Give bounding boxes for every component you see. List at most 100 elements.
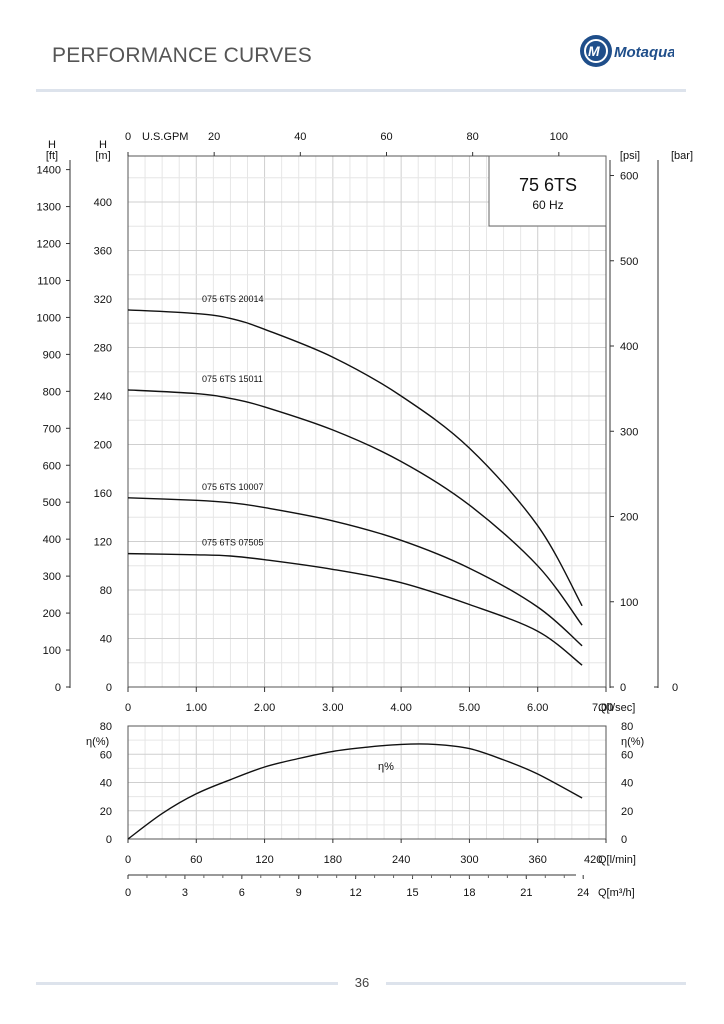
ft-tick-label: 100 (43, 645, 61, 657)
x-tick-label: 1.00 (186, 702, 207, 714)
bar-tick-label: 0 (672, 682, 678, 694)
m3h-tick-label: 12 (349, 887, 361, 899)
m-tick-label: 80 (100, 585, 112, 597)
m3h-tick-label: 21 (520, 887, 532, 899)
eta-tick-label-right: 20 (621, 806, 633, 818)
ft-tick-label: 300 (43, 571, 61, 583)
ft-unit: [ft] (46, 150, 58, 162)
page-title: PERFORMANCE CURVES (52, 44, 312, 67)
psi-tick-label: 300 (620, 426, 638, 438)
psi-tick-label: 400 (620, 341, 638, 353)
ft-tick-label: 1300 (37, 202, 61, 214)
ft-tick-label: 800 (43, 386, 61, 398)
gpm-tick-label: 60 (380, 131, 392, 143)
eta-tick-label-right: 80 (621, 721, 633, 733)
ft-tick-label: 500 (43, 497, 61, 509)
lmin-label: Q[l/min] (598, 854, 636, 866)
psi-tick-label: 200 (620, 512, 638, 524)
eta-tick-label-right: 40 (621, 778, 633, 790)
head-curve-4 (127, 552, 583, 666)
lmin-tick-label: 180 (324, 854, 342, 866)
footer-divider-left (36, 982, 338, 985)
ft-tick-label: 700 (43, 423, 61, 435)
top-plot-frame (127, 155, 607, 688)
gpm-label: U.S.GPM (142, 131, 188, 143)
ft-tick-label: 600 (43, 460, 61, 472)
m-tick-label: 400 (94, 197, 112, 209)
m-tick-label: 280 (94, 343, 112, 355)
x-tick-label: 4.00 (390, 702, 411, 714)
curve-label: 075 6TS 07505 (202, 538, 264, 548)
ft-tick-label: 1200 (37, 239, 61, 251)
ft-tick-label: 0 (55, 682, 61, 694)
ft-tick-label: 400 (43, 534, 61, 546)
lmin-tick-label: 60 (190, 854, 202, 866)
psi-tick-label: 600 (620, 171, 638, 183)
m-unit: [m] (95, 150, 110, 162)
x-tick-label: 6.00 (527, 702, 548, 714)
m-tick-label: 160 (94, 488, 112, 500)
footer-divider-right (386, 982, 686, 985)
gpm-tick-label: 100 (550, 131, 568, 143)
psi-tick-label: 0 (620, 682, 626, 694)
m3h-label: Q[m³/h] (598, 887, 635, 899)
efficiency-label: η% (378, 761, 394, 773)
m3h-tick-label: 3 (182, 887, 188, 899)
m3h-tick-label: 9 (296, 887, 302, 899)
efficiency-curve (127, 743, 583, 840)
m-tick-label: 320 (94, 294, 112, 306)
m3h-tick-label: 24 (577, 887, 589, 899)
ft-tick-label: 1400 (37, 165, 61, 177)
lmin-tick-label: 420 (584, 854, 602, 866)
header-divider (36, 89, 686, 92)
bar-unit: [bar] (671, 150, 693, 162)
model-title: 75 6TS (519, 175, 577, 195)
x-tick-label: 2.00 (254, 702, 275, 714)
m3h-tick-label: 18 (463, 887, 475, 899)
eta-right-label: η(%) (621, 736, 644, 748)
m3h-tick-label: 6 (239, 887, 245, 899)
ft-tick-label: 1100 (37, 275, 61, 287)
m-tick-label: 240 (94, 391, 112, 403)
m-tick-label: 360 (94, 246, 112, 258)
curve-label: 075 6TS 20014 (202, 294, 264, 304)
psi-tick-label: 500 (620, 256, 638, 268)
eta-left-label: η(%) (86, 736, 109, 748)
m-tick-label: 0 (106, 682, 112, 694)
ft-unit-h: H (48, 139, 56, 151)
bottom-plot-frame (127, 725, 607, 840)
ft-tick-label: 1000 (37, 312, 61, 324)
svg-text:Motaqua: Motaqua (614, 44, 674, 61)
svg-text:M: M (588, 43, 600, 59)
head-curve-3 (127, 497, 583, 647)
brand-logo: M Motaqua (580, 35, 674, 67)
x-tick-label: 5.00 (459, 702, 480, 714)
model-frequency: 60 Hz (532, 198, 563, 212)
lmin-tick-label: 0 (125, 854, 131, 866)
m-tick-label: 200 (94, 440, 112, 452)
model-box (488, 155, 607, 227)
psi-unit: [psi] (620, 150, 640, 162)
eta-tick-label-left: 20 (100, 806, 112, 818)
eta-tick-label-left: 0 (106, 834, 112, 846)
page-number: 36 (354, 975, 370, 990)
lmin-tick-label: 120 (255, 854, 273, 866)
m3h-tick-label: 15 (406, 887, 418, 899)
m-unit-h: H (99, 139, 107, 151)
x-tick-label: 3.00 (322, 702, 343, 714)
lmin-tick-label: 360 (529, 854, 547, 866)
gpm-tick-label: 0 (125, 131, 131, 143)
eta-tick-label-left: 40 (100, 778, 112, 790)
psi-tick-label: 100 (620, 597, 638, 609)
lsec-label: Q[l/sec] (598, 702, 635, 714)
m3h-tick-label: 0 (125, 887, 131, 899)
x-tick-label: 0 (125, 702, 131, 714)
gpm-tick-label: 40 (294, 131, 306, 143)
m-tick-label: 120 (94, 537, 112, 549)
ft-tick-label: 200 (43, 608, 61, 620)
x-tick-label: 7.00 (592, 702, 613, 714)
m-tick-label: 40 (100, 634, 112, 646)
head-curve-2 (127, 389, 583, 626)
eta-tick-label-right: 60 (621, 749, 633, 761)
